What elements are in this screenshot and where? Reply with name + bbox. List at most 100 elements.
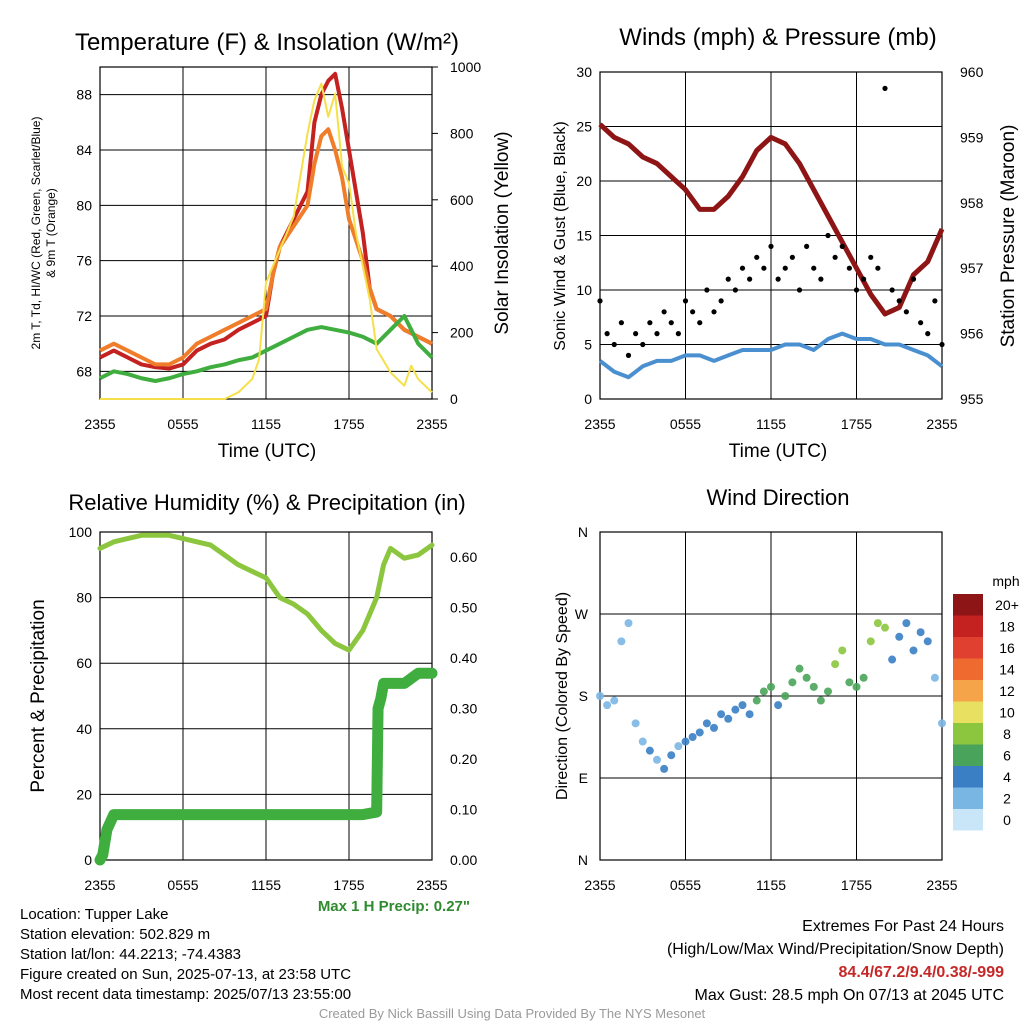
wind-y-tick-label: 15 (576, 228, 592, 244)
wind-gust-point (875, 265, 881, 271)
temp-y2-tick-label: 200 (450, 325, 474, 341)
wind-y2-tick-label: 955 (960, 391, 984, 407)
dir-x-tick-label: 2355 (926, 877, 957, 893)
wind-gust-point (625, 352, 632, 358)
legend-label: 20+ (995, 597, 1019, 613)
dir-point (767, 682, 775, 691)
wind-gust-point (896, 298, 902, 304)
wind-gust-point (775, 276, 781, 282)
extremes-title: Extremes For Past 24 Hours (802, 918, 1004, 935)
dir-point (888, 655, 897, 664)
dir-point (617, 637, 626, 646)
wind-gust-point (925, 331, 931, 337)
wind-gust-point (618, 320, 624, 326)
temp-y2-tick-label: 1000 (450, 59, 481, 75)
wind-y2-tick-label: 958 (960, 195, 984, 211)
rh-x-tick-label: 0555 (167, 877, 198, 893)
wind-y2-tick-label: 959 (960, 129, 984, 145)
dir-point (788, 678, 797, 687)
dir-point (838, 646, 847, 655)
rh-y-tick-label: 80 (76, 590, 92, 606)
dir-point (881, 623, 889, 632)
wind-y-axis-label: Sonic Wind & Gust (Blue, Black) (552, 121, 569, 350)
dir-point (902, 619, 911, 628)
rh-y2-tick-label: 0.60 (450, 549, 477, 565)
dir-point (624, 619, 633, 628)
dir-point (852, 682, 861, 691)
dir-point (845, 678, 854, 687)
wind-gust-point (782, 265, 788, 271)
dir-point (873, 619, 882, 628)
temp-y-tick-label: 76 (76, 253, 92, 269)
created-label: Figure created on Sun, 2025-07-13, at 23… (20, 966, 352, 983)
dir-point (695, 728, 704, 737)
dir-point (824, 687, 832, 696)
wind-gust-point (861, 276, 867, 282)
wind-gust-point (768, 243, 774, 249)
wind-y-tick-label: 0 (584, 391, 592, 407)
wind-gust-point (918, 320, 924, 326)
dir-point (916, 628, 925, 637)
wind-gust-point (668, 320, 674, 326)
wind-gust-point (739, 265, 746, 271)
legend-label: 2 (1003, 791, 1011, 807)
legend-label: 18 (999, 619, 1015, 635)
temp-y-tick-label: 80 (76, 197, 92, 213)
legend-swatch (953, 680, 983, 702)
dir-point (802, 673, 811, 682)
wind-gust-point (647, 320, 653, 326)
dir-point (603, 701, 612, 710)
wind-x-tick-label: 0555 (670, 416, 701, 432)
temp-x-axis-label: Time (UTC) (218, 441, 317, 462)
dir-point (645, 746, 654, 755)
dir-x-tick-label: 0555 (670, 877, 701, 893)
legend-title: mph (992, 573, 1019, 589)
wind-y-tick-label: 25 (576, 119, 592, 135)
wind-x-tick-label: 2355 (926, 416, 957, 432)
recent-label: Most recent data timestamp: 2025/07/13 2… (20, 986, 352, 1003)
wind-gust-point (747, 276, 753, 282)
temp-series-line (99, 127, 433, 367)
rh-series-line (97, 532, 435, 653)
wind-gust-point (640, 341, 646, 348)
dir-x-tick-label: 1755 (841, 877, 872, 893)
dir-point (731, 705, 740, 714)
rh-y-tick-label: 0 (84, 852, 92, 868)
temp-x-tick-label: 1755 (333, 416, 364, 432)
dir-point (795, 664, 804, 673)
temp-y-tick-label: 72 (76, 308, 92, 324)
wind-gust-point (682, 298, 689, 304)
legend-label: 12 (999, 683, 1015, 699)
rh-y2-tick-label: 0.30 (450, 701, 477, 717)
dir-y-tick-label: N (578, 524, 588, 540)
wind-gust-point (818, 276, 824, 282)
dir-x-tick-label: 1155 (756, 877, 786, 893)
wind-gust-point (839, 243, 845, 249)
wind-gust-point (846, 265, 852, 271)
wind-gust-point (661, 309, 667, 315)
rh-y-tick-label: 20 (76, 786, 92, 802)
wind-gust-point (604, 331, 610, 337)
temp-x-tick-label: 1155 (251, 416, 281, 432)
wind-series-line (598, 331, 944, 380)
wind-gust-point (910, 276, 917, 282)
wind-gust-point (868, 254, 874, 260)
wind-gust-point (718, 298, 724, 304)
rh-y-tick-label: 100 (69, 524, 93, 540)
temp-x-tick-label: 0555 (167, 416, 198, 432)
dir-point (745, 710, 754, 719)
legend-swatch (953, 594, 983, 616)
dir-point (759, 687, 768, 696)
temp-x-tick-label: 2355 (84, 416, 115, 432)
wind-x-tick-label: 2355 (584, 416, 615, 432)
latlon-label: Station lat/lon: 44.2213; -74.4383 (20, 946, 242, 963)
wind-gust-point (882, 85, 888, 91)
dir-point (816, 696, 825, 705)
dir-point (653, 755, 661, 764)
dir-point (866, 637, 875, 646)
legend-label: 8 (1003, 726, 1011, 742)
temp-y2-tick-label: 600 (450, 192, 474, 208)
rh-y-tick-label: 40 (76, 721, 92, 737)
dir-y-tick-label: E (579, 770, 588, 786)
